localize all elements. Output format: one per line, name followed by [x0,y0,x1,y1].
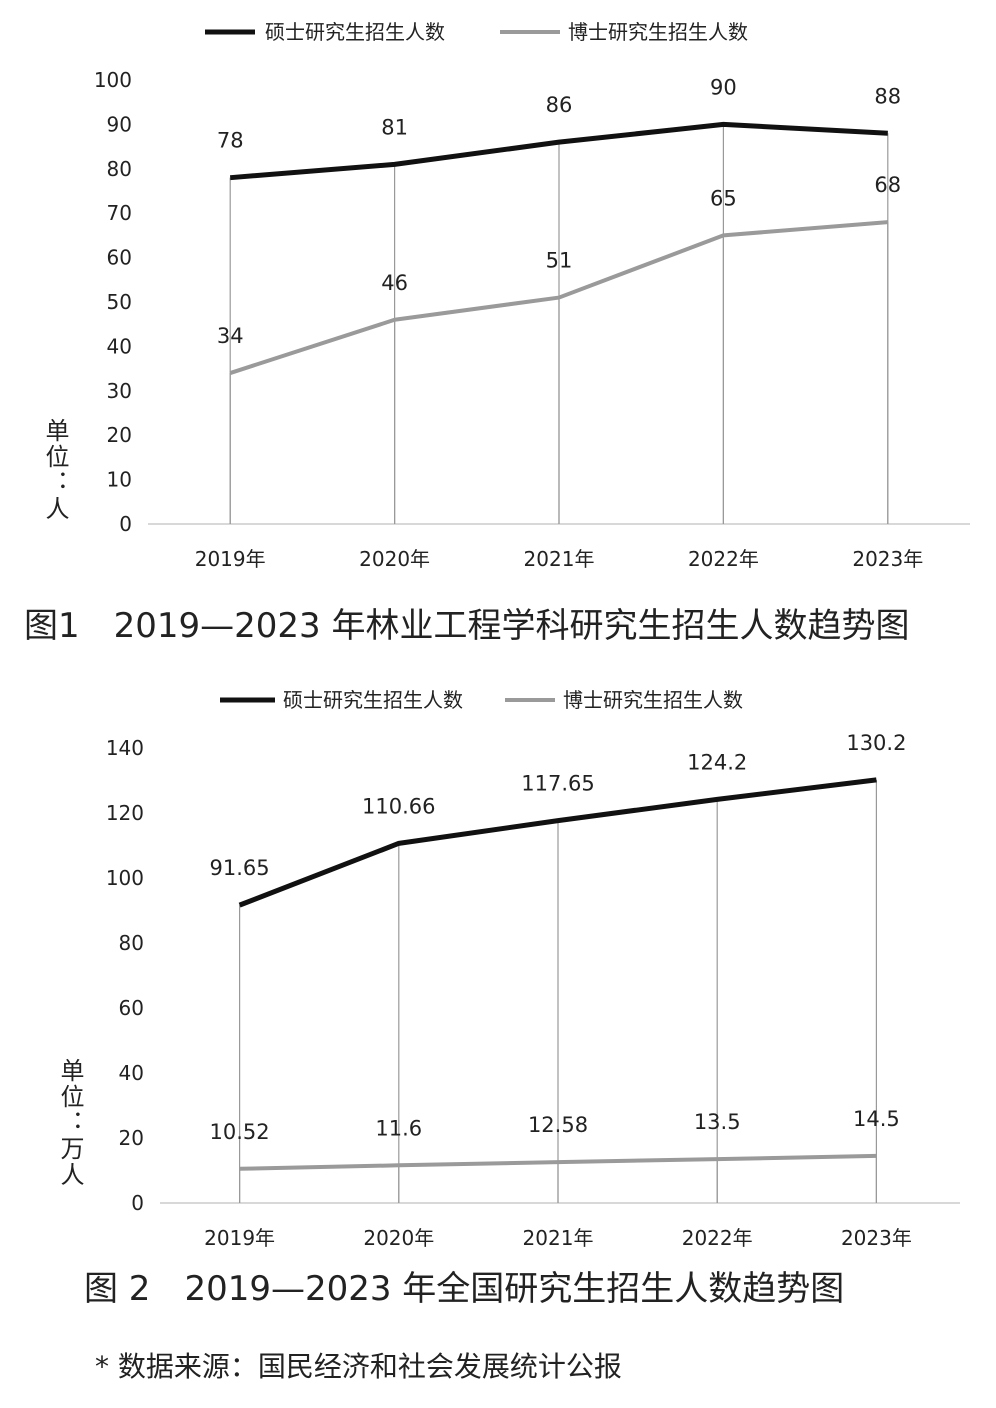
x-tick-label: 2022年 [688,547,759,571]
x-tick-label: 2019年 [204,1226,275,1250]
data-label: 11.6 [375,1116,422,1140]
y-tick-label: 10 [107,468,132,492]
x-tick-label: 2023年 [852,547,923,571]
series-line [229,220,888,375]
data-label: 65 [710,186,737,210]
data-label: 13.5 [694,1110,741,1134]
y-tick-label: 100 [106,866,144,890]
y-axis-label: 单位：人 [41,418,69,522]
legend-label: 硕士研究生招生人数 [265,20,445,44]
legend-label: 博士研究生招生人数 [563,688,743,712]
data-label: 117.65 [521,772,594,796]
chart-title: 图 2 2019—2023 年全国研究生招生人数趋势图 [84,1269,844,1309]
x-tick-label: 2021年 [524,547,595,571]
data-label: 124.2 [687,750,747,774]
x-tick-label: 2019年 [195,547,266,571]
y-tick-label: 0 [131,1191,144,1215]
data-label: 34 [217,324,244,348]
x-tick-label: 2022年 [682,1226,753,1250]
data-label: 88 [874,84,901,108]
data-label: 51 [546,249,573,273]
data-label: 78 [217,129,244,153]
data-label: 110.66 [362,794,435,818]
data-label: 90 [710,75,737,99]
y-tick-label: 0 [119,512,132,536]
y-axis-label: 单位：万人 [56,1058,84,1188]
data-label: 130.2 [846,731,906,755]
y-tick-label: 40 [107,334,132,358]
y-tick-label: 90 [107,112,132,136]
y-tick-label: 100 [94,68,132,92]
data-label: 14.5 [853,1107,900,1131]
y-tick-label: 20 [119,1126,144,1150]
data-label: 86 [546,93,573,117]
x-tick-label: 2021年 [523,1226,594,1250]
legend-label: 博士研究生招生人数 [568,20,748,44]
data-label: 81 [381,115,408,139]
y-tick-label: 140 [106,736,144,760]
x-tick-label: 2020年 [359,547,430,571]
y-tick-label: 20 [107,423,132,447]
y-tick-label: 60 [107,246,132,270]
x-tick-label: 2023年 [841,1226,912,1250]
y-tick-label: 120 [106,801,144,825]
y-tick-label: 80 [119,931,144,955]
data-label: 10.52 [210,1120,270,1144]
data-label: 12.58 [528,1113,588,1137]
y-tick-label: 70 [107,201,132,225]
y-tick-label: 40 [119,1061,144,1085]
y-tick-label: 30 [107,379,132,403]
series-line [238,777,877,908]
chart-title: 图1 2019—2023 年林业工程学科研究生招生人数趋势图 [24,606,910,646]
data-label: 68 [874,173,901,197]
y-tick-label: 60 [119,996,144,1020]
data-label: 46 [381,271,408,295]
legend-label: 硕士研究生招生人数 [283,688,463,712]
footnote: * 数据来源：国民经济和社会发展统计公报 [95,1350,622,1383]
y-tick-label: 80 [107,157,132,181]
x-tick-label: 2020年 [363,1226,434,1250]
data-label: 91.65 [210,856,270,880]
series-line [239,1153,877,1171]
y-tick-label: 50 [107,290,132,314]
series-line [229,121,888,181]
